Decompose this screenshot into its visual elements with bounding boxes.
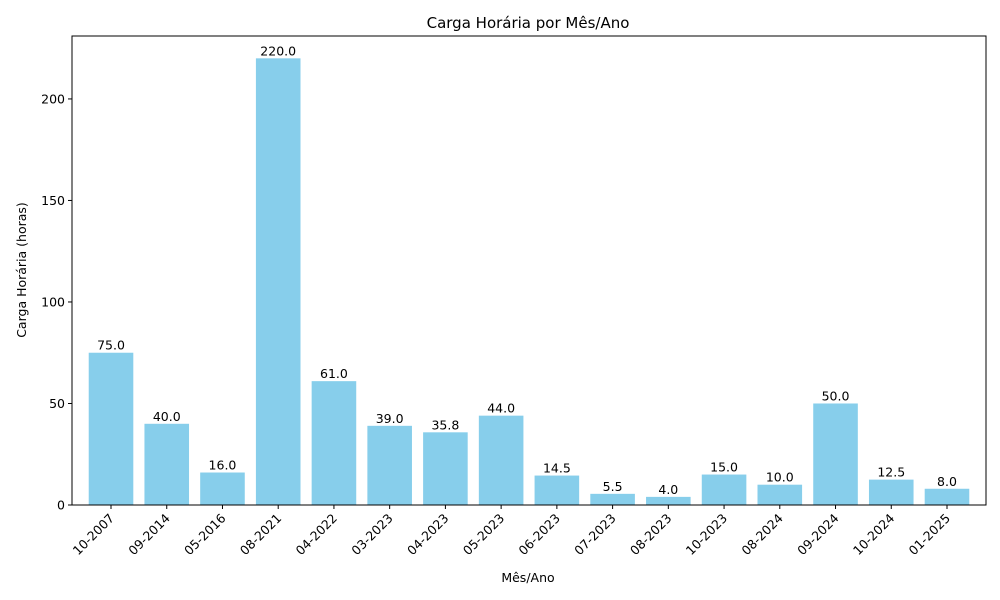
x-tick-label-10-2007: 10-2007 <box>70 511 118 559</box>
x-tick-label-08-2021: 08-2021 <box>237 511 285 559</box>
data-label-10-2024: 12.5 <box>877 465 905 480</box>
bar-05-2016 <box>200 472 245 505</box>
bar-08-2021 <box>255 58 301 505</box>
chart-title: Carga Horária por Mês/Ano <box>427 14 630 32</box>
x-tick-label-03-2023: 03-2023 <box>348 511 396 559</box>
y-tick-label-150: 150 <box>41 193 65 208</box>
y-tick-label-0: 0 <box>57 498 65 513</box>
x-tick-label-07-2023: 07-2023 <box>571 511 619 559</box>
plot-frame <box>71 35 987 506</box>
y-tick-label-50: 50 <box>49 396 65 411</box>
bar-06-2023 <box>534 475 580 505</box>
y-tick-label-200: 200 <box>41 91 65 106</box>
data-label-04-2023: 35.8 <box>431 417 459 432</box>
bar-10-2007 <box>88 352 134 505</box>
bar-10-2024 <box>868 479 914 505</box>
data-label-10-2023: 15.0 <box>710 460 738 475</box>
data-label-07-2023: 5.5 <box>603 479 623 494</box>
data-label-03-2023: 39.0 <box>376 411 404 426</box>
data-label-01-2025: 8.0 <box>937 474 957 489</box>
x-tick-label-06-2023: 06-2023 <box>515 511 563 559</box>
bar-01-2025 <box>924 488 970 505</box>
bar-07-2023 <box>590 493 635 505</box>
x-tick-label-09-2014: 09-2014 <box>125 510 173 558</box>
bar-10-2023 <box>701 474 747 505</box>
bar-04-2022 <box>311 381 357 505</box>
x-axis-label: Mês/Ano <box>501 570 554 585</box>
bar-08-2024 <box>757 484 803 505</box>
x-tick-label-05-2016: 05-2016 <box>181 510 229 558</box>
x-tick-label-10-2024: 10-2024 <box>850 510 898 558</box>
data-labels-group: 75.0 40.0 16.0 220.0 61.0 39.0 35.8 44.0 14.5 5.5… <box>97 43 957 497</box>
data-label-10-2007: 75.0 <box>97 338 125 353</box>
data-label-06-2023: 14.5 <box>543 461 571 476</box>
bar-08-2023 <box>646 496 691 505</box>
x-tick-label-08-2024: 08-2024 <box>738 510 786 558</box>
x-tick-label-10-2023: 10-2023 <box>683 511 731 559</box>
bar-03-2023 <box>367 425 412 505</box>
bar-09-2014 <box>144 423 190 505</box>
x-tick-label-08-2023: 08-2023 <box>627 511 675 559</box>
x-tick-label-01-2025: 01-2025 <box>906 511 954 559</box>
data-label-09-2024: 50.0 <box>822 388 850 403</box>
x-tick-label-05-2023: 05-2023 <box>460 511 508 559</box>
y-axis: 0 50 100 150 200 <box>41 91 72 513</box>
x-tick-label-04-2022: 04-2022 <box>293 511 341 559</box>
y-tick-label-100: 100 <box>41 294 65 309</box>
data-label-05-2023: 44.0 <box>487 401 515 416</box>
x-axis: 10-2007 09-2014 05-2016 08-2021 04-2022 03-20… <box>70 505 954 559</box>
bar-05-2023 <box>478 415 524 505</box>
data-label-08-2024: 10.0 <box>766 470 794 485</box>
data-label-04-2022: 61.0 <box>320 366 348 381</box>
bar-09-2024 <box>813 403 858 505</box>
data-label-08-2023: 4.0 <box>658 482 678 497</box>
data-label-09-2014: 40.0 <box>153 409 181 424</box>
bars-group <box>88 58 970 505</box>
x-tick-label-09-2024: 09-2024 <box>794 510 842 558</box>
data-label-08-2021: 220.0 <box>260 43 296 58</box>
y-axis-label: Carga Horária (horas) <box>14 202 29 338</box>
bar-04-2023 <box>423 432 468 505</box>
data-label-05-2016: 16.0 <box>209 458 237 473</box>
x-tick-label-04-2023: 04-2023 <box>404 511 452 559</box>
